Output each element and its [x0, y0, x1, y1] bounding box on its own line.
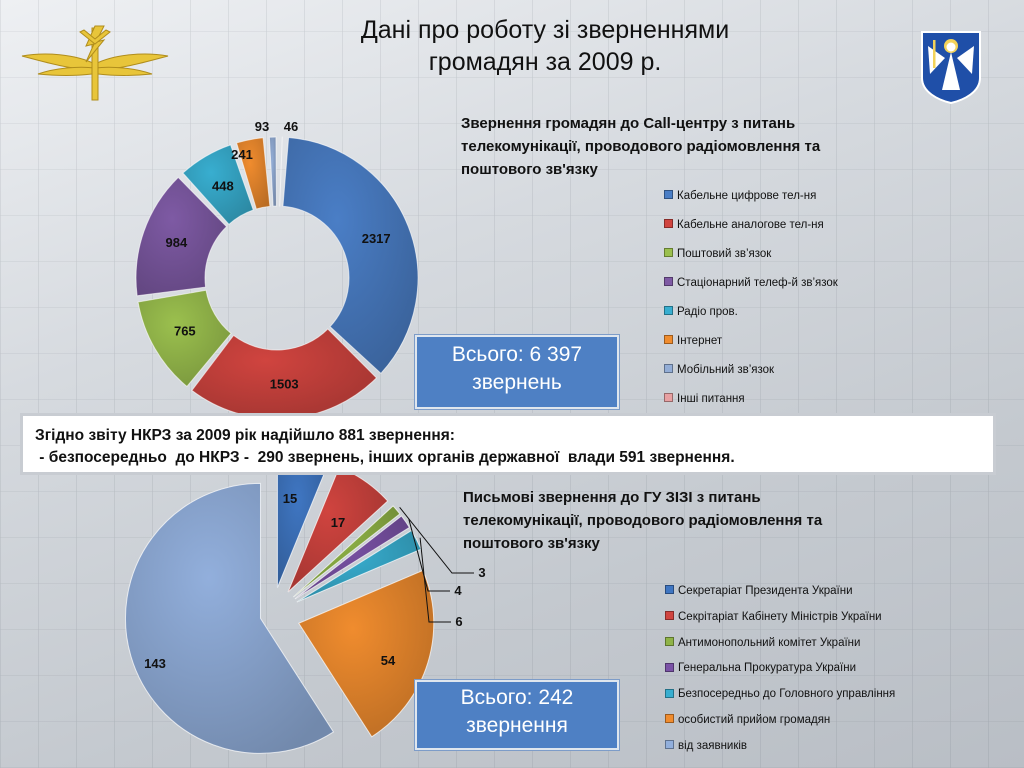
legend-label: від заявників — [678, 739, 748, 752]
legend-swatch — [665, 637, 674, 647]
legend-swatch — [664, 248, 673, 258]
legend-item: Радіо пров. — [664, 306, 738, 318]
pie-leader-line — [419, 537, 451, 623]
legend-item: Кабельне аналогове тел-ня — [664, 219, 824, 231]
legend-label: Стаціонарний телеф-й зв’язок — [677, 277, 838, 289]
legend-swatch — [665, 611, 674, 621]
pie-legend: Секретаріат Президента України Секрітаріа… — [665, 585, 965, 760]
doughnut-segment — [191, 328, 378, 420]
doughnut-value-label: 2317 — [362, 231, 391, 246]
doughnut-value-label: 448 — [212, 178, 234, 193]
legend-swatch — [665, 688, 674, 698]
winged-lightning-emblem-icon — [21, 25, 169, 101]
legend-label: Безпосередньо до Головного управління — [678, 688, 896, 701]
pie-slice — [293, 505, 401, 598]
doughnut-value-label: 984 — [166, 235, 188, 250]
doughnut-total-box: Всього: 6 397 звернень — [415, 335, 619, 409]
report-note-line-1: Згідно звіту НКРЗ за 2009 рік надійшло 8… — [35, 427, 455, 444]
pie-slice — [294, 515, 411, 600]
doughnut-segment — [235, 137, 271, 210]
doughnut-value-label: 46 — [284, 119, 298, 134]
pie-slice — [298, 569, 435, 738]
legend-label: Антимонопольний комітет України — [678, 636, 861, 649]
legend-item: Генеральна Прокуратура України — [665, 662, 856, 674]
doughnut-segment — [182, 144, 254, 226]
doughnut-value-label: 241 — [231, 147, 253, 162]
legend-item: Інтернет — [664, 335, 722, 347]
legend-label: Генеральна Прокуратура України — [678, 662, 856, 675]
doughnut-value-label: 1503 — [270, 376, 299, 391]
page-title: Дані про роботу зі зверненнями громадян з… — [360, 16, 730, 76]
legend-label: Інші питання — [677, 393, 745, 405]
pie-value-label: 143 — [144, 656, 166, 671]
doughnut-total-label: Всього: 6 397 звернень — [451, 343, 583, 394]
legend-item: Поштовий зв’язок — [664, 248, 771, 260]
legend-item: Мобільний зв’язок — [664, 364, 774, 376]
pie-value-label: 54 — [381, 653, 396, 668]
doughnut-segment — [137, 289, 232, 388]
legend-swatch — [664, 364, 673, 374]
doughnut-value-label: 765 — [174, 323, 196, 338]
legend-label: Секрітаріат Кабінету Міністрів України — [678, 610, 882, 623]
doughnut-segment — [268, 136, 277, 207]
doughnut-chart-title: Звернення громадян до Call-центру з пита… — [461, 115, 821, 178]
pie-total-label: Всього: 242 звернення — [460, 686, 574, 737]
legend-swatch — [664, 277, 673, 287]
legend-item: особистий прийом громадян — [665, 714, 830, 726]
legend-swatch — [665, 662, 674, 672]
legend-swatch — [664, 219, 673, 229]
legend-label: особистий прийом громадян — [678, 714, 831, 726]
legend-item: Антимонопольний комітет України — [665, 637, 860, 649]
legend-item: Інші питання — [664, 393, 745, 405]
legend-label: Кабельне аналогове тел-ня — [677, 219, 824, 231]
legend-swatch — [664, 335, 673, 345]
legend-item: Секрітаріат Кабінету Міністрів України — [665, 611, 882, 623]
pie-slice — [124, 482, 335, 754]
report-note-line-2: - безпосередньо до НКРЗ - 290 звернень, … — [35, 449, 735, 466]
kyiv-coat-of-arms-icon — [921, 31, 981, 104]
doughnut-segment — [282, 136, 419, 375]
legend-item: від заявників — [665, 740, 747, 752]
pie-chart-title: Письмові звернення до ГУ ЗІЗІ з питань т… — [463, 489, 823, 552]
legend-item: Безпосередньо до Головного управління — [665, 688, 895, 700]
legend-label: Інтернет — [677, 335, 723, 347]
doughnut-value-label: 93 — [255, 119, 269, 134]
pie-value-label: 4 — [454, 583, 462, 598]
pie-leader-line — [399, 506, 474, 574]
pie-leader-line — [408, 519, 450, 592]
pie-total-box: Всього: 242 звернення — [415, 680, 619, 750]
legend-item: Кабельне цифрове тел-ня — [664, 190, 816, 202]
legend-swatch — [664, 306, 673, 316]
doughnut-segment — [135, 176, 228, 297]
pie-value-label: 3 — [478, 565, 485, 580]
pie-value-label: 17 — [331, 515, 345, 530]
report-note: Згідно звіту НКРЗ за 2009 рік надійшло 8… — [20, 413, 996, 475]
pie-value-label: 6 — [455, 614, 462, 629]
doughnut-legend: Кабельне цифрове тел-ня Кабельне аналогов… — [664, 190, 924, 410]
legend-item: Секретаріат Президента України — [665, 585, 853, 597]
legend-label: Секретаріат Президента України — [678, 585, 853, 597]
legend-swatch — [665, 740, 674, 750]
pie-value-label: 15 — [283, 491, 297, 506]
legend-item: Стаціонарний телеф-й зв’язок — [664, 277, 838, 289]
legend-label: Поштовий зв’язок — [677, 248, 772, 260]
legend-swatch — [665, 585, 674, 595]
doughnut-segment — [279, 136, 283, 207]
legend-swatch — [664, 393, 673, 403]
legend-swatch — [665, 714, 674, 724]
legend-label: Радіо пров. — [677, 306, 738, 318]
legend-label: Мобільний зв’язок — [677, 364, 775, 376]
legend-label: Кабельне цифрове тел-ня — [677, 190, 817, 202]
legend-swatch — [664, 190, 673, 200]
